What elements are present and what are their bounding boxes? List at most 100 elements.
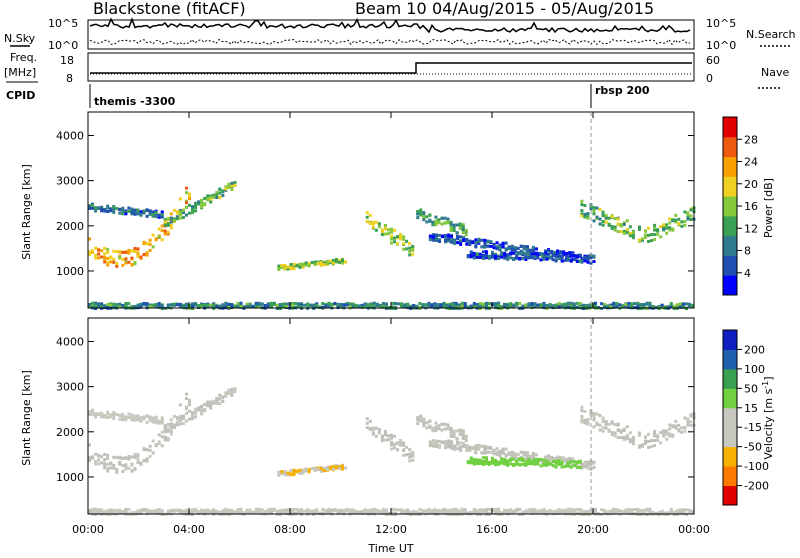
velocity-cell [651,510,655,514]
velocity-colorbar-segment [723,349,737,370]
velocity-cell [450,440,454,444]
velocity-cell [212,508,216,512]
power-cell [530,305,534,309]
power-cell [381,305,385,309]
velocity-cell [531,458,535,462]
velocity-cell [121,456,125,460]
power-cell [242,305,246,309]
velocity-cell [551,510,555,514]
power-cell [325,262,329,266]
velocity-cell [172,508,176,512]
velocity-cell [553,459,557,463]
power-cell [687,303,691,307]
power-cell [572,254,576,258]
power-cell [418,301,422,305]
power-cell [91,303,95,307]
power-cell [194,302,198,306]
power-cell [628,225,632,229]
velocity-cell [169,429,173,433]
power-cell [512,305,516,309]
velocity-cell [148,415,152,419]
power-cell [145,253,149,257]
power-cell [686,213,690,217]
velocity-cell [525,457,529,461]
velocity-cell [487,462,491,466]
velocity-cell [212,399,216,403]
power-cell [498,248,502,252]
power-cell [281,304,285,308]
velocity-cell [683,429,687,433]
power-cell [449,228,453,232]
power-cell [283,263,287,267]
velocity-cell [97,454,101,458]
power-cell [151,213,155,217]
power-cell [300,305,304,309]
velocity-cell [527,462,531,466]
velocity-cell [566,511,570,515]
power-cell [586,215,590,219]
velocity-cell [124,418,128,422]
velocity-cell [539,464,543,468]
velocity-cell [534,459,538,463]
power-cell [663,305,667,309]
power-cell [521,256,525,260]
power-cell [331,258,335,262]
freq-panel [87,52,695,82]
velocity-cell [197,408,201,412]
power-cell [303,303,307,307]
velocity-cell [181,417,185,421]
power-cell [416,211,420,215]
power-cell [531,250,535,254]
power-cell [380,228,384,232]
power-cell [200,205,204,209]
velocity-cell [200,509,204,513]
velocity-cell [94,507,98,511]
velocity-cell [124,463,128,467]
power-cell [97,305,101,309]
power-cell [103,255,107,259]
power-cell [316,261,320,265]
velocity-cell [647,432,651,436]
power-cell [394,301,398,305]
velocity-cell [239,511,243,515]
velocity-cell [157,507,161,511]
power-cell [451,305,455,309]
power-cell [184,201,188,205]
velocity-cell [191,510,195,514]
velocity-cell [130,416,134,420]
velocity-cell [662,433,666,437]
y-tick-label: 2000 [56,220,84,233]
velocity-cell [603,509,607,513]
velocity-cell [428,419,432,423]
velocity-cell [472,461,476,465]
power-cell [534,247,538,251]
power-cell [640,237,644,241]
velocity-cell [434,425,438,429]
power-cell [565,251,569,255]
power-cell [464,228,468,232]
power-cell [527,302,531,306]
velocity-cell [97,413,101,417]
velocity-cell [416,417,420,421]
velocity-cell [284,508,288,512]
power-cell [525,245,529,249]
power-cell [601,220,605,224]
velocity-cell [191,417,195,421]
velocity-cell [100,415,104,419]
power-cell [166,223,170,227]
velocity-cell [686,421,690,425]
power-cell [400,302,404,306]
velocity-cell [662,429,666,433]
velocity-cell [503,457,507,461]
power-cell [522,247,526,251]
power-cell [548,302,552,306]
velocity-cell [437,427,441,431]
velocity-cell [466,460,470,464]
velocity-cell [298,471,302,475]
power-cell [592,206,596,210]
velocity-cell [616,428,620,432]
velocity-cell [224,391,228,395]
velocity-cell [562,459,566,463]
velocity-cell [325,465,329,469]
power-cell [139,302,143,306]
